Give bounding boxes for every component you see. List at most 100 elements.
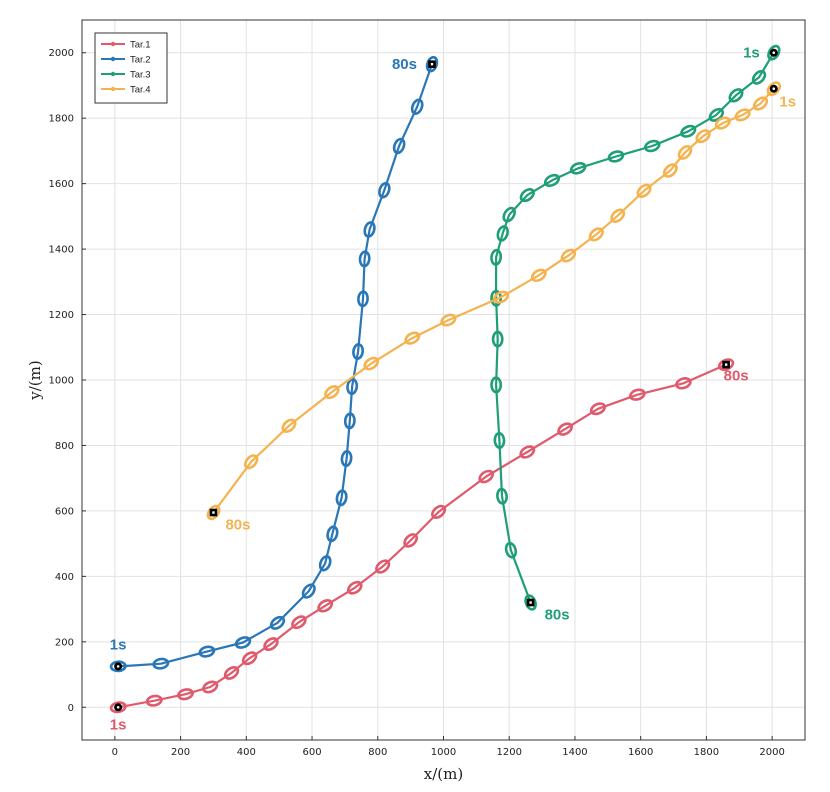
covariance-ellipse (223, 665, 240, 680)
x-axis-label: x/(m) (424, 765, 463, 783)
end-marker-center (430, 62, 434, 66)
covariance-ellipse (560, 248, 577, 263)
y-tick-label: 800 (55, 441, 74, 452)
covariance-ellipse (326, 525, 339, 543)
covariance-ellipse (378, 181, 391, 199)
covariance-ellipse (357, 290, 369, 308)
x-tick-label: 1200 (497, 747, 522, 758)
legend-swatch-marker (110, 41, 116, 47)
series-line (495, 52, 775, 603)
covariance-ellipse (636, 183, 652, 198)
covariance-ellipse (751, 69, 767, 85)
start-marker-center (772, 51, 776, 55)
end-marker-center (529, 601, 532, 604)
covariance-ellipse (490, 248, 503, 266)
covariance-ellipse (410, 98, 424, 115)
covariance-ellipse (241, 651, 258, 666)
legend-swatch-marker (110, 86, 116, 92)
y-tick-label: 1600 (49, 179, 74, 190)
covariance-ellipse (358, 250, 371, 268)
covariance-ellipse (714, 116, 731, 130)
covariance-ellipse (346, 580, 363, 595)
covariance-ellipse (109, 660, 127, 673)
covariance-ellipse (152, 657, 170, 670)
start-time-label: 1s (743, 45, 760, 62)
end-marker-center (212, 511, 215, 514)
covariance-ellipse (767, 44, 781, 61)
legend-label: Tar.4 (130, 85, 151, 96)
covariance-ellipse (363, 221, 376, 238)
covariance-ellipse (375, 559, 391, 574)
legend-box (94, 32, 168, 104)
covariance-ellipse (269, 615, 286, 630)
axis-ticks: 0 200 400 600 800 1000 1200 1400 1600 1800 2000 0 20… (49, 48, 785, 758)
covariance-ellipse (403, 533, 419, 548)
covariance-ellipse (363, 356, 380, 371)
series-Tar.1 (109, 358, 735, 714)
series-group (109, 44, 782, 714)
x-tick-label: 800 (368, 747, 387, 758)
y-tick-label: 1000 (49, 376, 74, 387)
covariance-ellipse (145, 694, 163, 707)
covariance-ellipse (519, 188, 535, 203)
grid (82, 20, 805, 740)
covariance-ellipse (244, 454, 259, 470)
covariance-ellipse (440, 313, 457, 327)
covariance-ellipse (177, 688, 194, 701)
x-tick-label: 1000 (431, 747, 456, 758)
start-time-label: 1s (110, 636, 127, 653)
end-time-label: 80s (392, 56, 417, 73)
x-tick-label: 1800 (694, 747, 719, 758)
covariance-ellipse (493, 431, 506, 449)
covariance-ellipse (202, 680, 219, 694)
x-tick-label: 2000 (759, 747, 784, 758)
start-time-label: 1s (110, 716, 127, 733)
series-Tar.4 (206, 81, 782, 521)
y-tick-label: 1200 (49, 310, 74, 321)
x-tick-label: 200 (171, 747, 190, 758)
legend-item: Tar.1 (101, 40, 151, 51)
x-tick-label: 400 (237, 747, 256, 758)
covariance-ellipse (695, 129, 711, 144)
covariance-ellipse (263, 637, 279, 652)
covariance-ellipse (109, 701, 127, 714)
y-tick-label: 2000 (49, 48, 74, 59)
covariance-ellipse (504, 541, 518, 559)
series-Tar.2 (109, 55, 439, 673)
covariance-ellipse (629, 388, 646, 401)
covariance-ellipse (281, 418, 297, 433)
covariance-ellipse (478, 469, 494, 484)
start-marker-center (116, 705, 120, 709)
covariance-ellipse (317, 599, 334, 613)
legend: Tar.1 Tar.2 Tar.3 Tar.4 (94, 32, 168, 104)
covariance-ellipse (752, 96, 769, 111)
covariance-ellipse (677, 145, 693, 160)
legend-item: Tar.3 (101, 70, 151, 81)
covariance-ellipse (234, 636, 252, 649)
end-time-label: 80s (225, 517, 250, 534)
y-tick-label: 0 (68, 703, 74, 714)
y-tick-label: 200 (55, 637, 74, 648)
x-tick-label: 600 (302, 747, 321, 758)
legend-label: Tar.3 (130, 70, 151, 81)
covariance-ellipse (491, 330, 504, 348)
legend-label: Tar.2 (130, 55, 151, 66)
covariance-ellipse (717, 358, 735, 372)
legend-swatch-marker (110, 56, 116, 62)
y-tick-label: 600 (55, 506, 74, 517)
end-time-label: 80s (724, 368, 749, 385)
x-tick-label: 1400 (562, 747, 587, 758)
covariance-ellipse (291, 615, 307, 630)
covariance-ellipse (502, 206, 516, 223)
covariance-ellipse (519, 445, 536, 459)
covariance-ellipse (301, 583, 316, 599)
covariance-ellipse (530, 268, 547, 283)
y-axis-label: y/(m) (26, 360, 44, 400)
legend-item: Tar.4 (101, 85, 151, 96)
covariance-ellipse (496, 487, 508, 505)
covariance-ellipse (766, 81, 782, 97)
x-tick-label: 1600 (628, 747, 653, 758)
start-marker-center (116, 665, 120, 668)
y-tick-label: 1800 (49, 114, 74, 125)
